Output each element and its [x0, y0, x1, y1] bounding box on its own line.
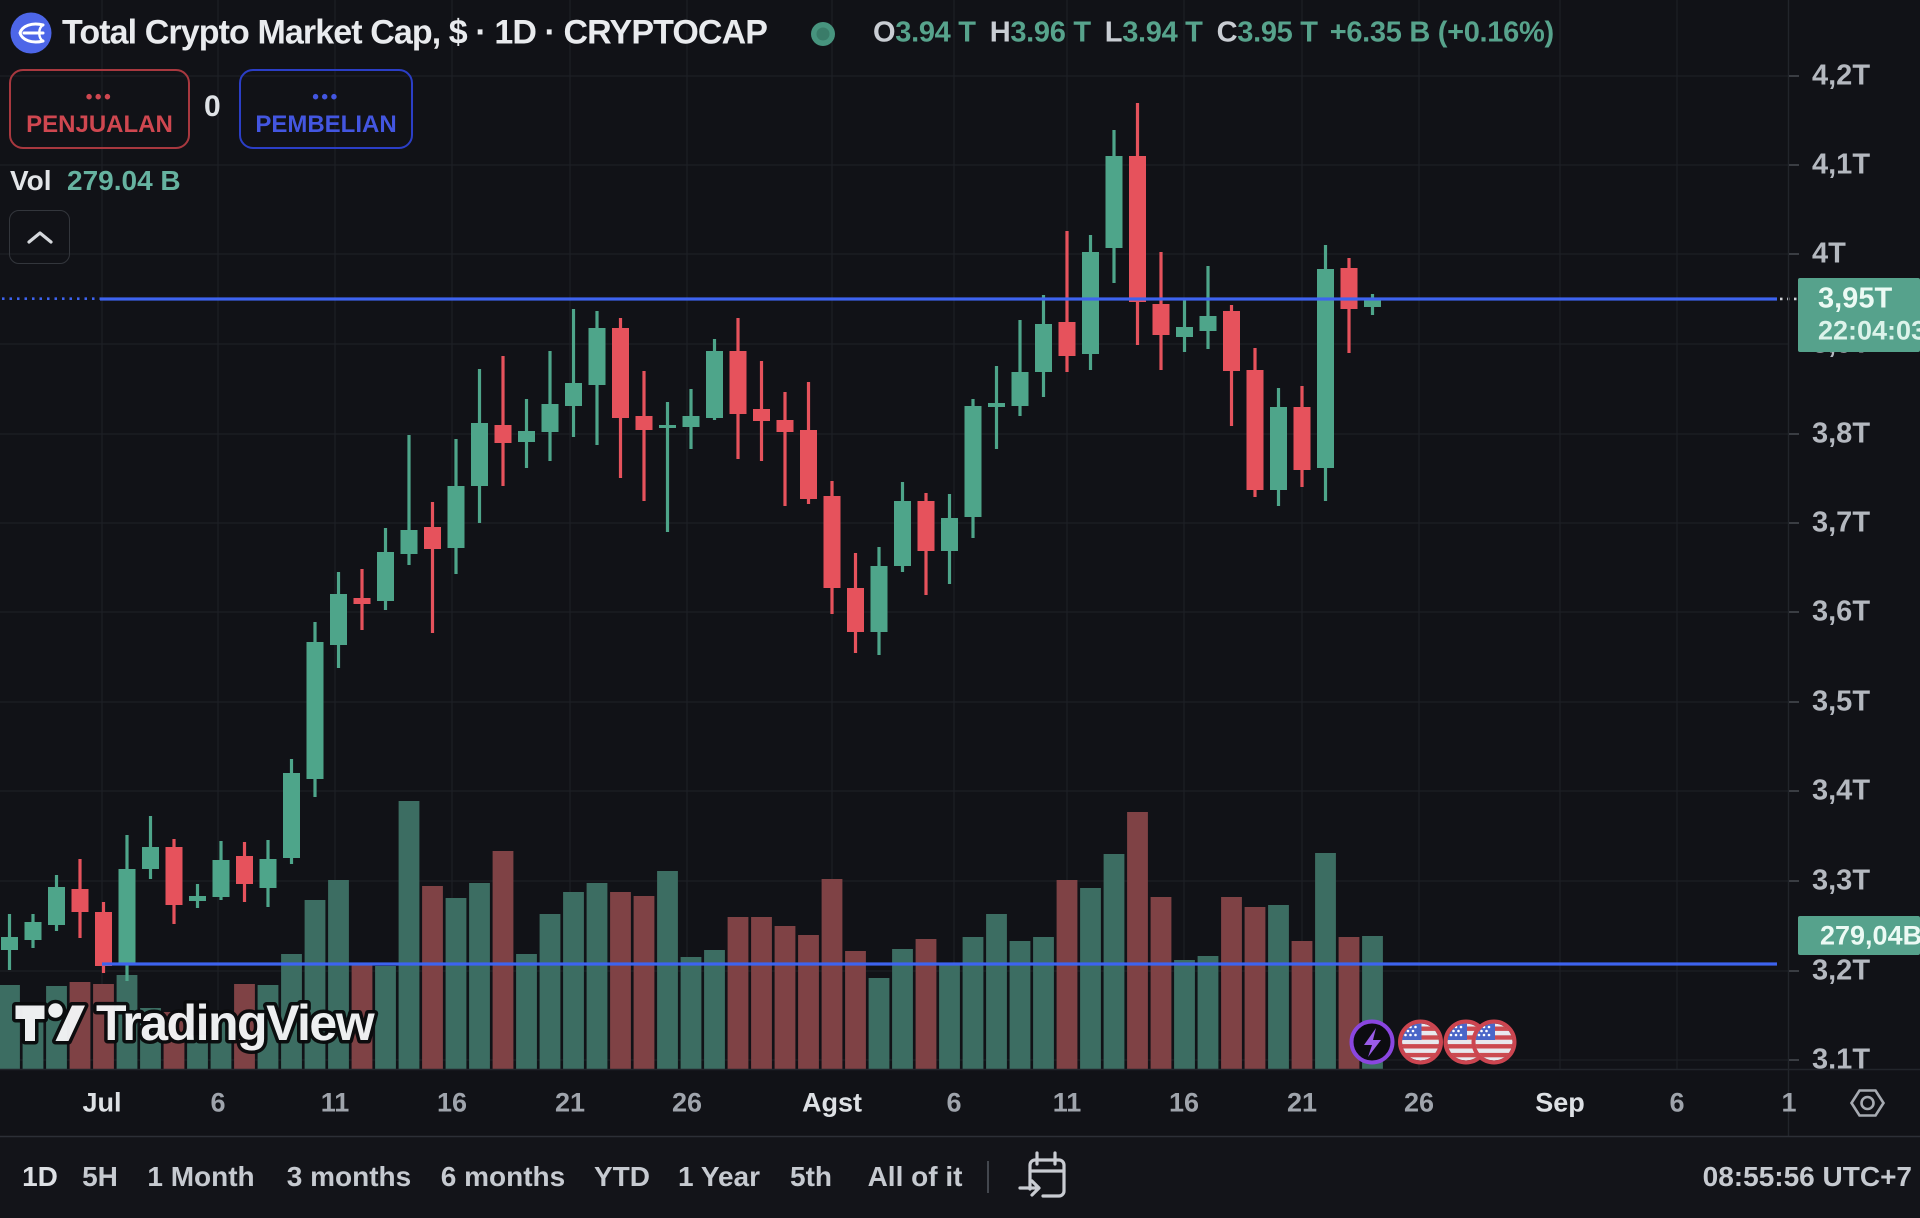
svg-text:TradingView: TradingView	[96, 995, 375, 1051]
